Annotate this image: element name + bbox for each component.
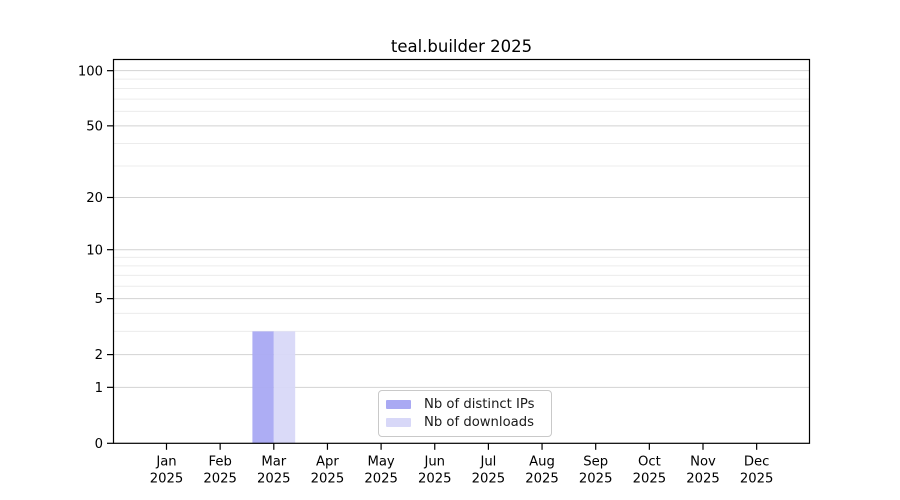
legend-label-downloads: Nb of downloads (424, 414, 534, 430)
bars (252, 331, 296, 444)
gridlines-minor (113, 78, 810, 332)
x-tick-label-month: Dec (744, 455, 770, 470)
x-tick-label-month: Jan (155, 455, 176, 470)
legend-swatch-downloads-icon (386, 417, 411, 428)
x-tick-label-year: 2025 (633, 472, 667, 487)
legend-swatch-distinct-ips-icon (386, 399, 411, 410)
y-tick-label: 0 (95, 437, 103, 452)
x-tick-label-year: 2025 (525, 472, 559, 487)
gridlines-major (113, 70, 810, 388)
legend-item-distinct-ips: Nb of distinct IPs (386, 396, 543, 414)
x-tick-label-month: Oct (638, 455, 661, 470)
x-tick-label-year: 2025 (579, 472, 613, 487)
chart-title: teal.builder 2025 (391, 37, 532, 56)
x-tick-label-month: Sep (583, 455, 608, 470)
x-tick-label-year: 2025 (150, 472, 184, 487)
x-tick-label-year: 2025 (203, 472, 237, 487)
x-tick-label-month: Jun (423, 455, 445, 470)
legend: Nb of distinct IPs Nb of downloads (378, 390, 552, 437)
plot-frame (112, 58, 811, 444)
x-tick-label-year: 2025 (686, 472, 720, 487)
x-tick-label-month: Aug (529, 455, 555, 470)
bar-mar-series0 (252, 331, 274, 444)
x-tick-label-year: 2025 (364, 472, 398, 487)
legend-label-distinct-ips: Nb of distinct IPs (424, 396, 535, 412)
x-tick-label-month: May (367, 455, 394, 470)
y-tick-label: 5 (95, 292, 103, 307)
y-tick-label: 2 (95, 348, 103, 363)
y-tick-label: 20 (86, 191, 103, 206)
y-tick-label: 1 (95, 381, 103, 396)
x-tick-label-month: Nov (690, 455, 716, 470)
x-axis-ticks: Jan 2025 Feb 2025 Mar 2025 Apr 2025 May 2025 Jun 20… (150, 443, 774, 487)
bar-mar-series1 (273, 331, 296, 444)
x-tick-label-year: 2025 (418, 472, 452, 487)
x-tick-label-month: Apr (316, 455, 339, 470)
y-tick-label: 50 (86, 119, 103, 134)
x-tick-label-month: Jul (479, 455, 496, 470)
y-axis-ticks: 0 1 2 5 10 20 50 100 (78, 64, 114, 452)
x-tick-label-month: Mar (261, 455, 286, 470)
x-tick-label-year: 2025 (740, 472, 774, 487)
x-tick-label-year: 2025 (257, 472, 291, 487)
axis-frame (112, 58, 811, 444)
y-tick-label: 10 (86, 243, 103, 258)
legend-item-downloads: Nb of downloads (386, 414, 543, 432)
y-tick-label: 100 (78, 64, 103, 79)
x-tick-label-year: 2025 (472, 472, 506, 487)
x-tick-label-month: Feb (208, 455, 231, 470)
x-tick-label-year: 2025 (311, 472, 345, 487)
